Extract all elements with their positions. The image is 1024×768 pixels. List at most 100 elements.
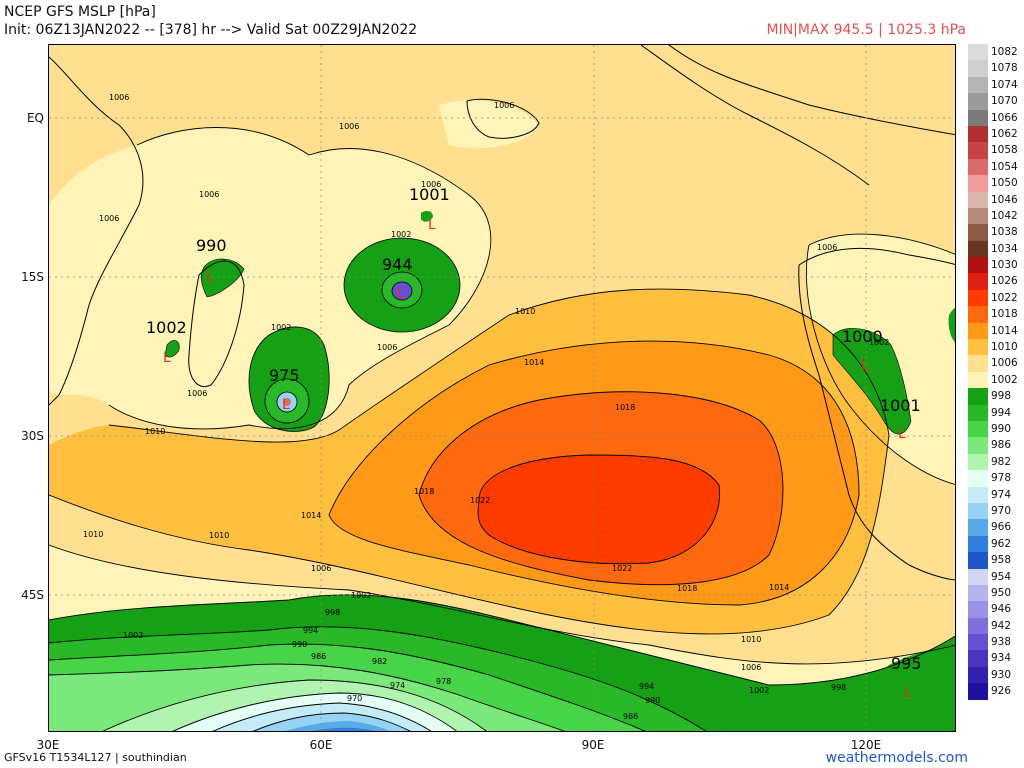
colorbar-swatch (968, 617, 988, 635)
site-link[interactable]: weathermodels.com (825, 750, 968, 766)
colorbar-row: 1010 (968, 339, 1022, 356)
colorbar-row: 1038 (968, 224, 1022, 241)
min-max-readout: MIN|MAX 945.5 | 1025.3 hPa (766, 22, 967, 38)
contour-label: 1002 (351, 591, 371, 600)
contour-label: 1010 (83, 530, 103, 539)
contour-label: 1006 (339, 122, 359, 131)
colorbar-row: 1070 (968, 93, 1022, 110)
colorbar-label: 1054 (991, 160, 1018, 173)
colorbar-label: 930 (991, 668, 1012, 681)
colorbar-swatch (968, 420, 988, 438)
contour-label: 986 (311, 652, 326, 661)
low-1001-area (421, 210, 433, 222)
field-1022 (478, 455, 720, 564)
colorbar-label: 1050 (991, 177, 1018, 190)
colorbar-label: 954 (991, 570, 1012, 583)
colorbar-swatch (968, 388, 988, 405)
colorbar-row: 1050 (968, 175, 1022, 192)
colorbar-row: 950 (968, 584, 1022, 602)
colorbar-row: 1014 (968, 322, 1022, 340)
field-1002-equatorial-patch (439, 100, 539, 149)
colorbar-label: 1042 (991, 209, 1018, 222)
pressure-colorbar: 1082 1078 1074 1070 1066 1062 1058 1054 1050 1046… (968, 44, 1022, 700)
center-value-995: 995 (891, 654, 922, 673)
contour-label: 1006 (377, 343, 397, 352)
contour-label: 1006 (311, 564, 331, 573)
colorbar-swatch (968, 125, 988, 143)
pressure-map[interactable]: 1006 1006 1006 1006 1006 1006 1002 1002 … (48, 44, 956, 732)
colorbar-row: 958 (968, 552, 1022, 569)
colorbar-label: 970 (991, 504, 1012, 517)
colorbar-swatch (968, 535, 988, 553)
colorbar-swatch (968, 240, 988, 258)
colorbar-label: 1026 (991, 275, 1018, 288)
colorbar-swatch (968, 142, 988, 159)
map-canvas: 1006 1006 1006 1006 1006 1006 1002 1002 … (49, 45, 955, 731)
colorbar-swatch (968, 60, 988, 77)
coastlines (49, 45, 955, 581)
lat-label-15s: 15S (21, 270, 44, 284)
colorbar-label: 1006 (991, 357, 1018, 370)
contour-label: 1010 (145, 427, 165, 436)
colorbar-row: 1082 (968, 44, 1022, 61)
field-1002-madagascar-region (49, 127, 491, 429)
colorbar-swatch (968, 207, 988, 225)
init-valid-line: Init: 06Z13JAN2022 -- [378] hr --> Valid… (4, 22, 418, 38)
contour-label: 1006 (494, 101, 514, 110)
center-value-975: 975 (269, 366, 300, 385)
colorbar-row: 1074 (968, 76, 1022, 94)
colorbar-swatch (968, 257, 988, 274)
contour-label: 970 (347, 694, 362, 703)
field-995-low (873, 645, 955, 731)
colorbar-label: 974 (991, 488, 1012, 501)
colorbar-row: 986 (968, 437, 1022, 454)
colorbar-label: 1014 (991, 324, 1018, 337)
low-1002-area (164, 340, 180, 358)
center-value-1002: 1002 (146, 318, 187, 337)
colorbar-label: 1082 (991, 46, 1018, 58)
low-marker-944: L (397, 286, 405, 302)
contour-label: 1010 (741, 635, 761, 644)
contour-label: 1006 (99, 214, 119, 223)
colorbar-swatch (968, 273, 988, 290)
colorbar-row: 970 (968, 502, 1022, 520)
colorbar-label: 982 (991, 455, 1012, 468)
colorbar-swatch (968, 584, 988, 602)
contour-label: 982 (372, 657, 387, 666)
contour-label: 1014 (524, 358, 544, 367)
contour-labels: 1006 1006 1006 1006 1006 1006 1002 1002 … (83, 93, 889, 721)
contour-label: 1006 (187, 389, 207, 398)
colorbar-swatch (968, 404, 988, 421)
colorbar-row: 1066 (968, 109, 1022, 126)
center-value-1001-north: 1001 (409, 185, 450, 204)
colorbar-label: 962 (991, 537, 1012, 550)
colorbar-row: 978 (968, 470, 1022, 487)
center-value-1000: 1000 (842, 327, 883, 346)
contour-label: 1018 (615, 403, 635, 412)
colorbar-swatch (968, 552, 988, 569)
colorbar-row: 1054 (968, 158, 1022, 176)
colorbar-row: 938 (968, 634, 1022, 651)
colorbar-label: 1070 (991, 95, 1018, 108)
colorbar-swatch (968, 502, 988, 520)
colorbar-swatch (968, 191, 988, 208)
colorbar-label: 1066 (991, 111, 1018, 124)
colorbar-row: 930 (968, 666, 1022, 684)
map-title: NCEP GFS MSLP [hPa] (4, 4, 156, 20)
colorbar-swatch (968, 322, 988, 340)
colorbar-swatch (968, 486, 988, 503)
colorbar-label: 1002 (991, 373, 1018, 386)
colorbar-row: 1042 (968, 207, 1022, 225)
graticule (49, 45, 955, 731)
colorbar-label: 994 (991, 406, 1012, 419)
colorbar-swatch (968, 76, 988, 94)
contour-label: 998 (325, 608, 340, 617)
colorbar-label: 1030 (991, 259, 1018, 272)
colorbar-swatch (968, 93, 988, 110)
lon-label-120e: 120E (850, 738, 882, 752)
contour-label: 1002 (749, 686, 769, 695)
colorbar-swatch (968, 289, 988, 307)
colorbar-row: 1022 (968, 289, 1022, 307)
colorbar-row: 1002 (968, 371, 1022, 389)
colorbar-swatch (968, 437, 988, 454)
